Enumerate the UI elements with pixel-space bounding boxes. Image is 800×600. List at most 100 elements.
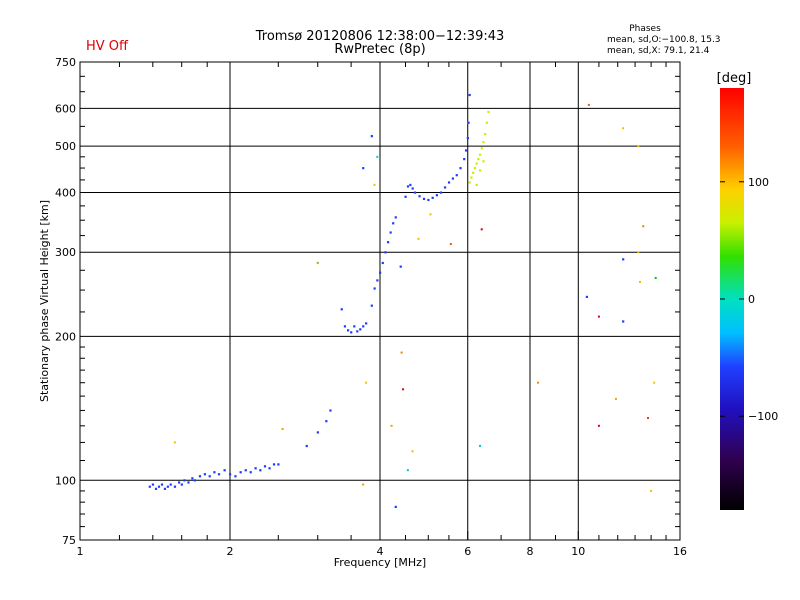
data-point-x-mode xyxy=(479,153,482,156)
x-tick-label: 6 xyxy=(464,545,471,558)
data-point-scatter xyxy=(400,351,403,354)
data-point-o-mode xyxy=(217,473,221,476)
data-point-o-mode xyxy=(353,325,356,328)
data-point-o-mode xyxy=(346,329,350,332)
data-point-x-mode xyxy=(485,121,488,124)
y-tick-label: 400 xyxy=(55,186,76,199)
minor-ticks xyxy=(79,62,681,540)
data-point-o-mode xyxy=(268,467,271,470)
data-point-scatter xyxy=(373,183,376,186)
data-point-o-mode xyxy=(435,194,438,197)
y-tick-label: 600 xyxy=(55,102,76,115)
data-points xyxy=(148,93,657,509)
data-point-scatter xyxy=(536,381,539,384)
y-tick-labels: 75 100 200 300 400 500 600 750 xyxy=(55,56,76,547)
data-point-o-mode xyxy=(422,197,426,201)
data-point-x-mode xyxy=(482,141,485,144)
data-point-o-mode xyxy=(379,271,382,274)
y-tick-label: 100 xyxy=(55,474,76,487)
data-point-o-mode xyxy=(272,463,276,466)
data-point-o-mode xyxy=(464,149,468,152)
data-point-o-mode xyxy=(343,325,347,328)
data-point-o-mode xyxy=(157,485,161,488)
data-point-o-mode xyxy=(163,487,167,490)
x-tick-label: 10 xyxy=(571,545,585,558)
x-tick-labels: 1 2 4 6 8 10 16 xyxy=(77,545,688,558)
data-point-o-mode xyxy=(451,177,455,180)
data-point-o-mode xyxy=(381,261,384,265)
data-point-o-mode xyxy=(263,465,267,468)
data-point-o-mode xyxy=(399,265,402,268)
data-point-scatter xyxy=(597,315,600,318)
data-point-scatter xyxy=(362,483,365,486)
data-point-scatter xyxy=(650,489,653,492)
data-point-o-mode xyxy=(148,485,151,488)
y-tick-label: 300 xyxy=(55,246,76,259)
data-point-o-mode xyxy=(244,469,247,472)
data-point-o-mode xyxy=(585,295,588,299)
x-tick-label: 16 xyxy=(673,545,687,558)
data-point-o-mode xyxy=(392,222,395,225)
data-point-o-mode xyxy=(411,187,414,190)
data-point-scatter xyxy=(597,424,600,427)
data-point-o-mode xyxy=(466,137,469,140)
data-point-x-mode xyxy=(475,183,478,187)
data-point-o-mode xyxy=(191,477,194,480)
phases-x-line: mean, sd,X: 79.1, 21.4 xyxy=(607,46,710,56)
data-point-o-mode xyxy=(234,475,237,478)
grid xyxy=(80,62,680,540)
data-point-o-mode xyxy=(389,231,392,234)
data-point-scatter xyxy=(411,450,414,453)
data-point-o-mode xyxy=(386,241,390,244)
data-point-x-mode xyxy=(487,110,490,114)
data-point-o-mode xyxy=(370,135,373,138)
data-point-o-mode xyxy=(183,479,186,482)
data-point-o-mode xyxy=(427,198,430,202)
phases-title: Phases xyxy=(629,24,661,34)
data-point-scatter xyxy=(479,444,482,447)
data-point-o-mode xyxy=(418,195,421,198)
data-point-o-mode xyxy=(365,322,368,325)
data-point-scatter xyxy=(637,251,640,254)
data-point-scatter xyxy=(417,237,420,240)
data-point-x-mode xyxy=(480,147,483,150)
data-point-o-mode xyxy=(362,167,365,170)
data-point-scatter xyxy=(642,225,645,228)
data-point-scatter xyxy=(281,428,284,431)
data-point-o-mode xyxy=(468,93,471,97)
data-point-scatter xyxy=(449,243,452,246)
status-label: HV Off xyxy=(86,39,129,54)
data-point-o-mode xyxy=(404,195,407,198)
data-point-scatter xyxy=(637,145,640,148)
data-point-o-mode xyxy=(193,479,197,482)
data-point-o-mode xyxy=(223,469,226,472)
data-point-o-mode xyxy=(154,487,158,490)
data-point-x-mode xyxy=(482,160,485,163)
data-point-o-mode xyxy=(350,331,353,334)
data-point-x-mode xyxy=(468,181,471,184)
data-point-o-mode xyxy=(203,473,206,476)
x-axis-label: Frequency [MHz] xyxy=(334,556,426,569)
y-axis-label: Stationary phase Virtual Height [km] xyxy=(38,200,51,402)
data-point-o-mode xyxy=(305,444,308,448)
data-point-scatter xyxy=(646,416,649,419)
data-point-scatter xyxy=(376,155,379,158)
data-point-o-mode xyxy=(340,308,343,311)
data-point-o-mode xyxy=(259,469,262,472)
data-point-o-mode xyxy=(622,258,625,261)
data-point-scatter xyxy=(639,280,642,283)
data-point-scatter xyxy=(316,261,319,264)
data-point-scatter xyxy=(402,388,405,391)
x-tick-label: 1 xyxy=(77,545,84,558)
y-tick-label: 75 xyxy=(62,534,76,547)
x-tick-label: 2 xyxy=(227,545,234,558)
data-point-o-mode xyxy=(373,287,376,290)
data-point-o-mode xyxy=(239,471,242,474)
data-point-x-mode xyxy=(473,167,477,170)
y-tick-label: 750 xyxy=(55,56,76,69)
data-point-o-mode xyxy=(151,483,155,486)
phases-o-line: mean, sd,O:−100.8, 15.3 xyxy=(607,35,721,45)
data-point-o-mode xyxy=(443,186,447,189)
data-point-o-mode xyxy=(187,481,190,484)
data-point-o-mode xyxy=(180,483,183,486)
